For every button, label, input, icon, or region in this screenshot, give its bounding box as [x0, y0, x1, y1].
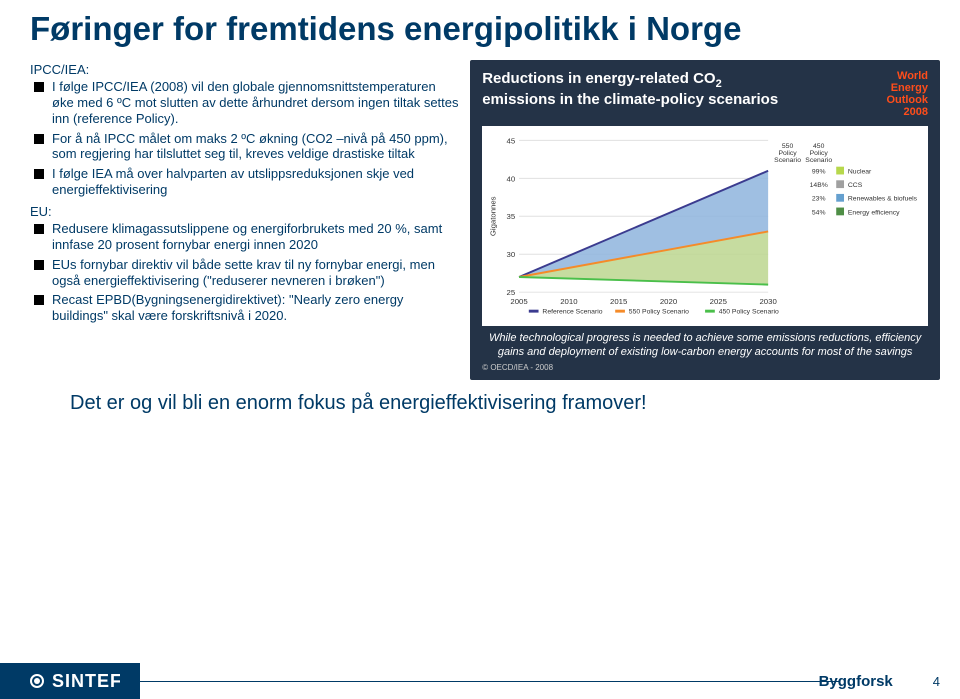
- svg-text:550 Policy Scenario: 550 Policy Scenario: [629, 309, 689, 316]
- svg-text:Renewables & biofuels: Renewables & biofuels: [848, 196, 918, 203]
- svg-text:23%: 23%: [812, 196, 826, 203]
- svg-text:14B%: 14B%: [810, 182, 828, 189]
- page-number: 4: [933, 674, 940, 689]
- svg-text:Scenario: Scenario: [806, 157, 833, 164]
- chart-source-badge: WorldEnergyOutlook2008: [886, 70, 928, 118]
- svg-text:Nuclear: Nuclear: [848, 169, 872, 176]
- bullet-item: Recast EPBD(Bygningsenergidirektivet): "…: [30, 292, 460, 324]
- svg-text:2015: 2015: [610, 297, 627, 306]
- svg-text:2025: 2025: [710, 297, 727, 306]
- bullet-item: I følge IEA må over halvparten av utslip…: [30, 166, 460, 198]
- logo-icon: [30, 674, 44, 688]
- content-row: IPCC/IEA: I følge IPCC/IEA (2008) vil de…: [0, 48, 960, 380]
- chart-credit: © OECD/IEA - 2008: [482, 363, 928, 372]
- chart-title: Reductions in energy-related CO2 emissio…: [482, 70, 778, 109]
- svg-text:54%: 54%: [812, 210, 826, 217]
- svg-text:2005: 2005: [511, 297, 528, 306]
- logo-text: SINTEF: [52, 671, 122, 692]
- svg-text:Gigatonnes: Gigatonnes: [489, 197, 498, 237]
- svg-text:CCS: CCS: [848, 182, 863, 189]
- svg-text:Energy efficiency: Energy efficiency: [848, 210, 900, 217]
- sintef-logo: SINTEF: [0, 663, 140, 699]
- section-ipcc-label: IPCC/IEA:: [30, 62, 460, 77]
- section-eu-label: EU:: [30, 204, 460, 219]
- svg-text:99%: 99%: [812, 169, 826, 176]
- left-column: IPCC/IEA: I følge IPCC/IEA (2008) vil de…: [30, 60, 460, 380]
- chart-title-l1: Reductions in energy-related CO: [482, 70, 715, 87]
- chart-title-sub: 2: [716, 78, 722, 90]
- svg-text:45: 45: [507, 137, 516, 146]
- chart-title-l2: emissions in the climate-policy scenario…: [482, 91, 778, 108]
- bullets-eu: Redusere klimagassutslippene og energifo…: [30, 221, 460, 324]
- svg-text:35: 35: [507, 213, 516, 222]
- footer-right: Byggforsk 4: [140, 663, 960, 699]
- bullet-item: For å nå IPCC målet om maks 2 ºC økning …: [30, 131, 460, 163]
- footer-line: [140, 681, 840, 682]
- slide-title: Føringer for fremtidens energipolitikk i…: [0, 0, 960, 48]
- chart-svg: 25 30 35 40 45 Gigatonnes 2005 2010 2015 2020 2025…: [486, 132, 924, 322]
- bullet-item: Redusere klimagassutslippene og energifo…: [30, 221, 460, 253]
- svg-text:450 Policy Scenario: 450 Policy Scenario: [719, 309, 779, 316]
- conclusion-text: Det er og vil bli en enorm fokus på ener…: [0, 380, 960, 415]
- chart-card: Reductions in energy-related CO2 emissio…: [470, 60, 940, 380]
- svg-text:2030: 2030: [760, 297, 778, 306]
- right-column: Reductions in energy-related CO2 emissio…: [470, 60, 940, 380]
- svg-text:Scenario: Scenario: [774, 157, 801, 164]
- svg-text:2020: 2020: [660, 297, 678, 306]
- chart-plot-area: 25 30 35 40 45 Gigatonnes 2005 2010 2015 2020 2025…: [482, 126, 928, 326]
- bullet-item: I følge IPCC/IEA (2008) vil den globale …: [30, 79, 460, 127]
- svg-text:Reference Scenario: Reference Scenario: [543, 309, 603, 316]
- svg-text:25: 25: [507, 288, 516, 297]
- bullets-ipcc: I følge IPCC/IEA (2008) vil den globale …: [30, 79, 460, 198]
- svg-text:2010: 2010: [560, 297, 578, 306]
- slide-footer: SINTEF Byggforsk 4: [0, 663, 960, 699]
- chart-caption: While technological progress is needed t…: [482, 332, 928, 358]
- bullet-item: EUs fornybar direktiv vil både sette kra…: [30, 257, 460, 289]
- svg-text:30: 30: [507, 250, 516, 259]
- chart-header: Reductions in energy-related CO2 emissio…: [482, 70, 928, 118]
- footer-divider: [120, 663, 140, 699]
- svg-text:40: 40: [507, 175, 516, 184]
